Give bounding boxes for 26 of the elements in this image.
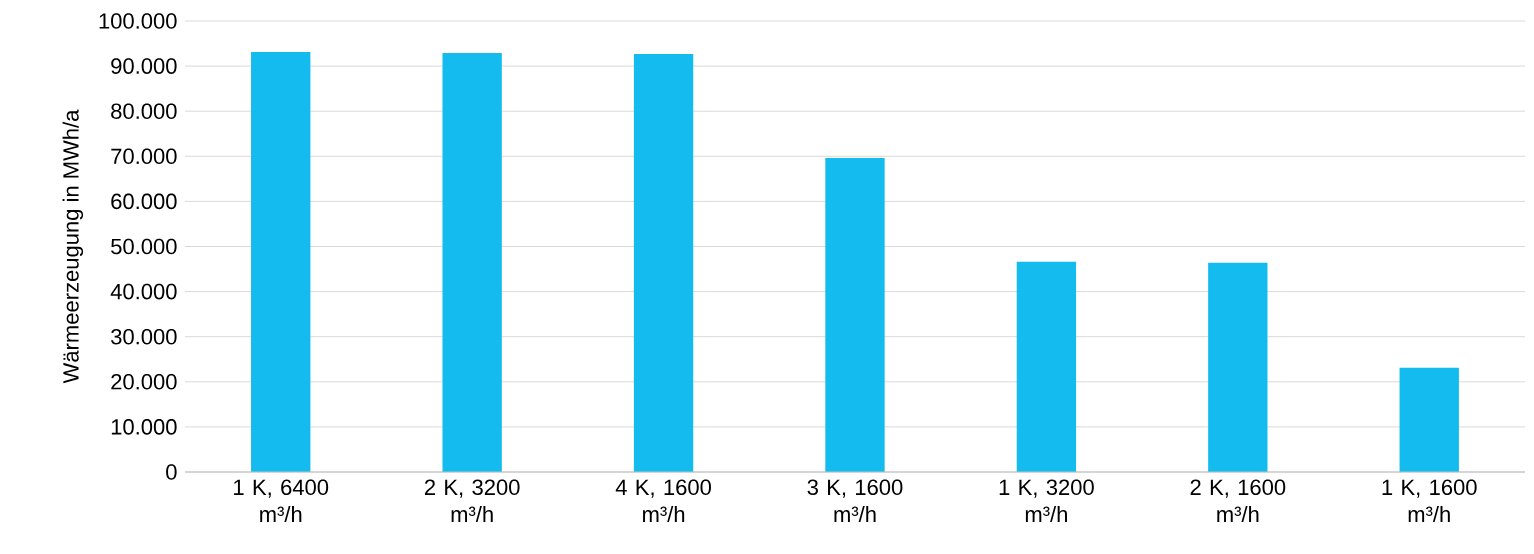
y-tick-label: 70.000 (111, 148, 177, 165)
y-tick-label: 80.000 (111, 103, 177, 119)
y-axis-title: Wärmeerzeugung in MWh/a (62, 109, 84, 384)
x-tick-label: 1 K, 3200 m³/h (999, 479, 1094, 523)
bar (1208, 262, 1268, 472)
x-tick-label: 2 K, 3200 m³/h (424, 479, 520, 523)
y-tick-label: 30.000 (111, 328, 177, 345)
bar (251, 52, 311, 472)
y-tick-label: 0 (166, 464, 177, 480)
y-tick-label: 10.000 (111, 419, 177, 435)
bar (825, 158, 885, 472)
y-tick-label: 20.000 (111, 373, 177, 390)
y-tick-label: 100.000 (99, 13, 177, 29)
bar (442, 53, 502, 472)
bar (633, 53, 694, 472)
y-tick-label: 50.000 (111, 238, 177, 255)
bar (1016, 261, 1077, 472)
bar (1399, 367, 1459, 472)
y-tick-label: 90.000 (111, 58, 177, 74)
x-tick-label: 2 K, 1600 m³/h (1190, 479, 1286, 523)
x-tick-label: 4 K, 1600 m³/h (615, 479, 711, 523)
y-tick-label: 40.000 (110, 283, 177, 300)
y-tick-label: 60.000 (111, 193, 177, 210)
x-tick-label: 1 K, 6400 m³/h (234, 479, 329, 523)
x-tick-label: 1 K, 1600 m³/h (1382, 479, 1477, 523)
x-tick-label: 3 K, 1600 m³/h (807, 479, 903, 523)
